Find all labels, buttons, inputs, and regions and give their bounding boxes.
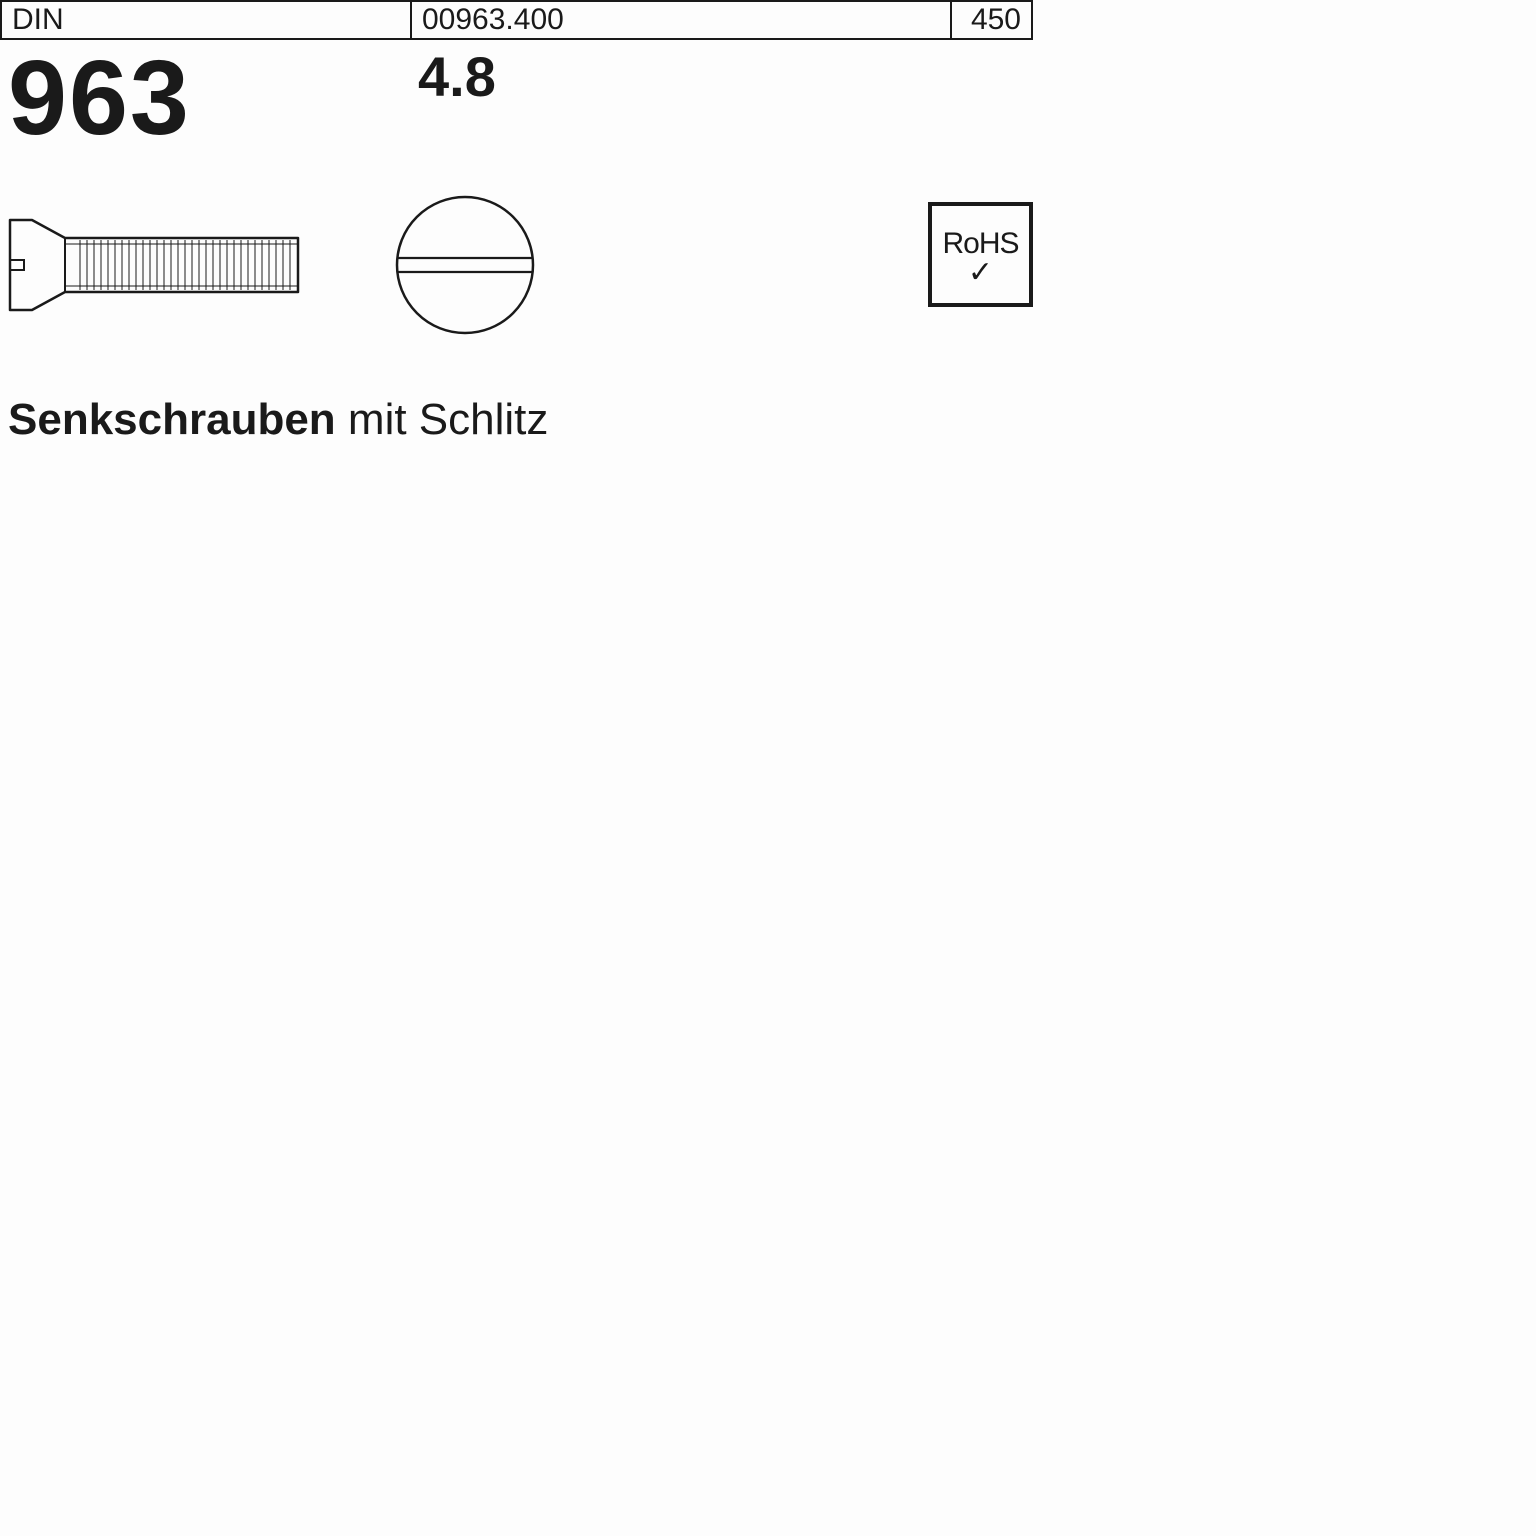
rohs-badge: RoHS ✓	[928, 202, 1033, 307]
strength-grade: 4.8	[418, 44, 496, 109]
standard-number: 963	[8, 38, 191, 159]
header-standard-label: DIN	[2, 2, 412, 38]
description-bold: Senkschrauben	[8, 395, 336, 444]
description-normal: mit Schlitz	[336, 395, 549, 444]
technical-diagram: RoHS ✓	[0, 180, 1033, 350]
product-description: Senkschrauben mit Schlitz	[8, 395, 548, 445]
screw-diagram-svg	[0, 180, 1033, 350]
header-article-code: 00963.400	[412, 2, 952, 38]
header-row: DIN 00963.400 450	[0, 0, 1033, 40]
header-right-code: 450	[952, 2, 1031, 38]
rohs-check-icon: ✓	[968, 263, 993, 283]
